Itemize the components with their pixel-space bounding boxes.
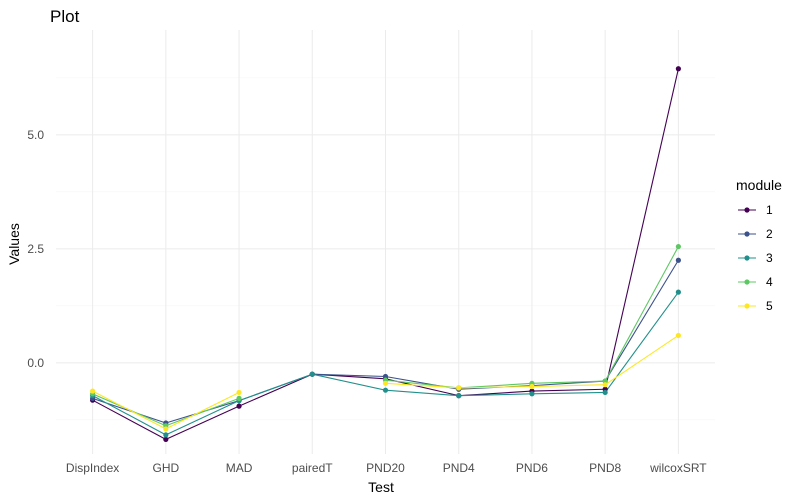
series-3-points [90,289,681,438]
legend-title: module [736,177,782,193]
series-3 [92,291,679,436]
series-line-segment [531,380,606,384]
legend-label: 4 [766,275,773,289]
legend-item-2: 2 [738,227,773,241]
legend-item-3: 3 [738,251,773,265]
y-axis-title: Values [6,223,22,265]
data-point [529,383,535,390]
series-line-segment [238,373,313,407]
y-tick-label: 5.0 [27,128,44,142]
data-point [236,389,242,396]
series-line-segment [312,373,386,391]
series-line-segment [92,395,167,436]
x-tick-label: wilcoxSRT [649,461,707,475]
data-point [529,391,535,397]
series-line-segment [165,405,240,440]
y-tick-label: 0.0 [27,356,44,370]
series-line-segment [165,400,240,436]
x-tick-label: PND6 [516,461,548,475]
data-point [90,388,96,394]
legend-item-5: 5 [738,299,773,313]
data-point [382,387,389,393]
data-point [675,257,681,263]
x-tick-label: PND20 [366,461,405,475]
data-point [456,385,462,391]
legend: module 1 2 3 4 5 [736,177,782,313]
x-tick-label: DispIndex [66,461,119,475]
x-tick-label: PND4 [443,461,475,475]
data-point [236,395,242,401]
data-point [163,426,169,432]
series-line-segment [531,388,606,392]
x-tick-label: GHD [152,461,179,475]
data-point [163,432,169,438]
x-axis-title: Test [368,479,394,495]
series-5-points [90,332,681,432]
series-line-segment [385,382,459,389]
series-line-segment [604,68,679,390]
series-line-segment [385,389,459,397]
series-line-segment [238,373,313,402]
series-layer [90,66,681,443]
legend-label: 1 [766,203,773,217]
data-point [675,332,681,339]
x-tick-label: pairedT [292,461,333,475]
chart-title: Plot [50,7,80,26]
legend-label: 2 [766,227,773,241]
data-point [675,66,681,72]
data-point [602,378,608,384]
legend-label: 5 [766,299,773,313]
legend-key-point [744,231,750,237]
legend-key-point [744,207,750,213]
series-line-segment [531,391,606,395]
series-line-segment [604,246,679,382]
series-line-segment [458,393,532,397]
data-point [382,380,389,386]
legend-key-point [744,279,750,285]
data-point [456,393,462,399]
series-line-segment [458,385,532,389]
data-point [163,436,169,443]
series-line-segment [531,384,606,388]
series-line-segment [165,391,240,430]
series-line-segment [165,397,240,427]
data-point [675,289,681,295]
data-point [309,371,315,377]
series-4 [92,246,679,427]
data-point [675,243,681,250]
data-point [236,403,242,409]
legend-item-4: 4 [738,275,773,289]
series-line-segment [604,335,679,386]
x-tick-label: PND8 [589,461,621,475]
y-axis-ticks: 0.0 2.5 5.0 [27,128,44,370]
series-line-segment [92,399,167,440]
series-line-segment [92,390,167,430]
data-point [602,389,608,396]
legend-item-1: 1 [738,203,773,217]
series-line-segment [604,291,679,393]
data-point [602,382,608,388]
legend-label: 3 [766,251,773,265]
series-5 [92,335,679,430]
legend-key-point [744,303,750,309]
legend-key-point [744,255,750,261]
x-tick-label: MAD [226,461,253,475]
x-axis-ticks: DispIndex GHD MAD pairedT PND20 PND4 PND6 PND8 w… [66,461,707,475]
series-line-segment [312,373,386,378]
data-point [382,373,389,380]
y-tick-label: 2.5 [27,242,44,256]
series-line-segment [604,259,679,382]
